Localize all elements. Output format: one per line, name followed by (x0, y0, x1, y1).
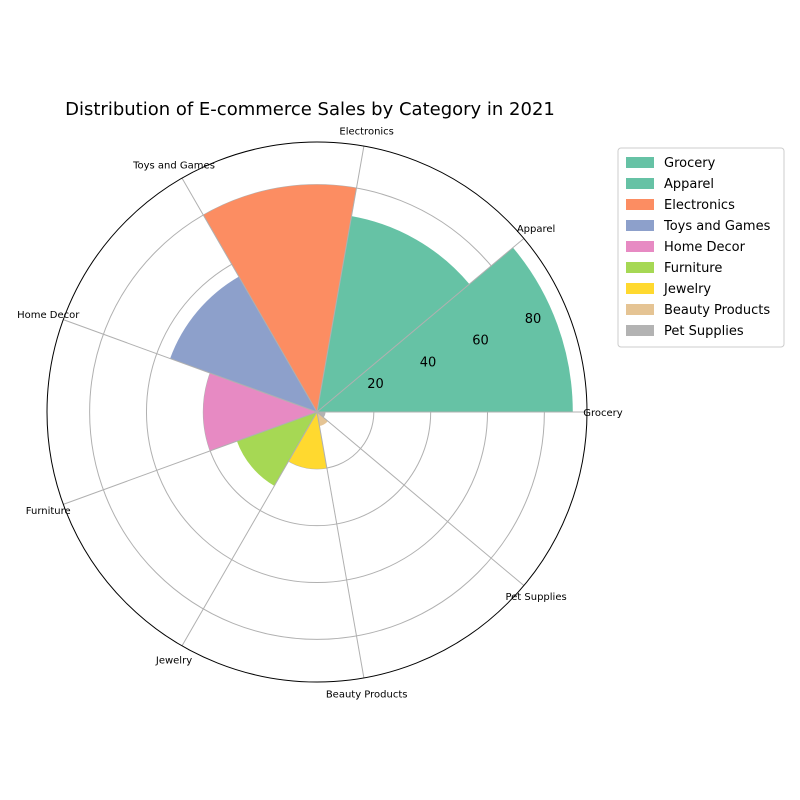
legend-swatch (626, 241, 654, 252)
category-label: Electronics (339, 126, 394, 137)
category-label: Toys and Games (132, 160, 215, 171)
legend-entry: Furniture (664, 261, 722, 276)
radial-tick-labels: 20 40 60 80 (367, 312, 541, 392)
angular-gridline (63, 319, 318, 413)
legend-entry: Grocery (664, 156, 716, 171)
bar-furniture (236, 412, 317, 486)
radial-tick-label: 40 (420, 355, 437, 370)
category-label: Furniture (26, 506, 71, 517)
category-label: Home Decor (17, 310, 80, 321)
angular-gridline (316, 411, 365, 678)
legend-swatch (626, 220, 654, 231)
bar-toys-and-games (170, 276, 317, 412)
radial-tick-label: 80 (525, 312, 542, 327)
legend-swatch (626, 262, 654, 273)
bar-apparel (317, 216, 470, 412)
legend-frame (617, 147, 785, 348)
polar-frame (46, 141, 588, 683)
legend-entry: Electronics (664, 198, 735, 213)
chart-title: Distribution of E-commerce Sales by Cate… (65, 99, 555, 120)
bar-electronics (203, 184, 357, 412)
legend-swatch (626, 178, 654, 189)
legend-entry: Toys and Games (663, 219, 771, 234)
angular-gridline (63, 411, 318, 505)
category-label: Beauty Products (326, 690, 408, 701)
legend-entry: Beauty Products (664, 303, 770, 318)
legend: Grocery Apparel Electronics Toys and Games H… (617, 147, 785, 348)
radial-tick-label: 60 (472, 334, 489, 349)
bar-jewelry (288, 412, 327, 469)
legend-swatch (626, 157, 654, 168)
bar-grocery (317, 247, 573, 412)
category-label: Apparel (517, 224, 556, 235)
legend-entry: Jewelry (663, 282, 711, 297)
bar-home-decor (203, 373, 317, 451)
angular-gridline (316, 411, 525, 586)
legend-swatch (626, 199, 654, 210)
angular-gridlines (46, 141, 588, 683)
bar-beauty-products (317, 412, 328, 426)
category-label: Grocery (583, 408, 623, 419)
category-label: Pet Supplies (505, 592, 566, 603)
legend-swatch (626, 283, 654, 294)
angular-gridline (316, 146, 365, 413)
angular-gridline (316, 238, 525, 413)
legend-swatch (626, 304, 654, 315)
category-labels: Grocery Apparel Electronics Toys and Games H… (17, 126, 623, 700)
legend-swatch (626, 325, 654, 336)
bars (170, 184, 573, 486)
angular-gridline (181, 177, 318, 413)
legend-entry: Home Decor (664, 240, 746, 255)
category-label: Jewelry (155, 656, 192, 667)
legend-entry: Pet Supplies (664, 324, 744, 339)
radial-tick-label: 20 (367, 377, 384, 392)
legend-entry: Apparel (664, 177, 714, 192)
angular-gridline (181, 411, 318, 647)
